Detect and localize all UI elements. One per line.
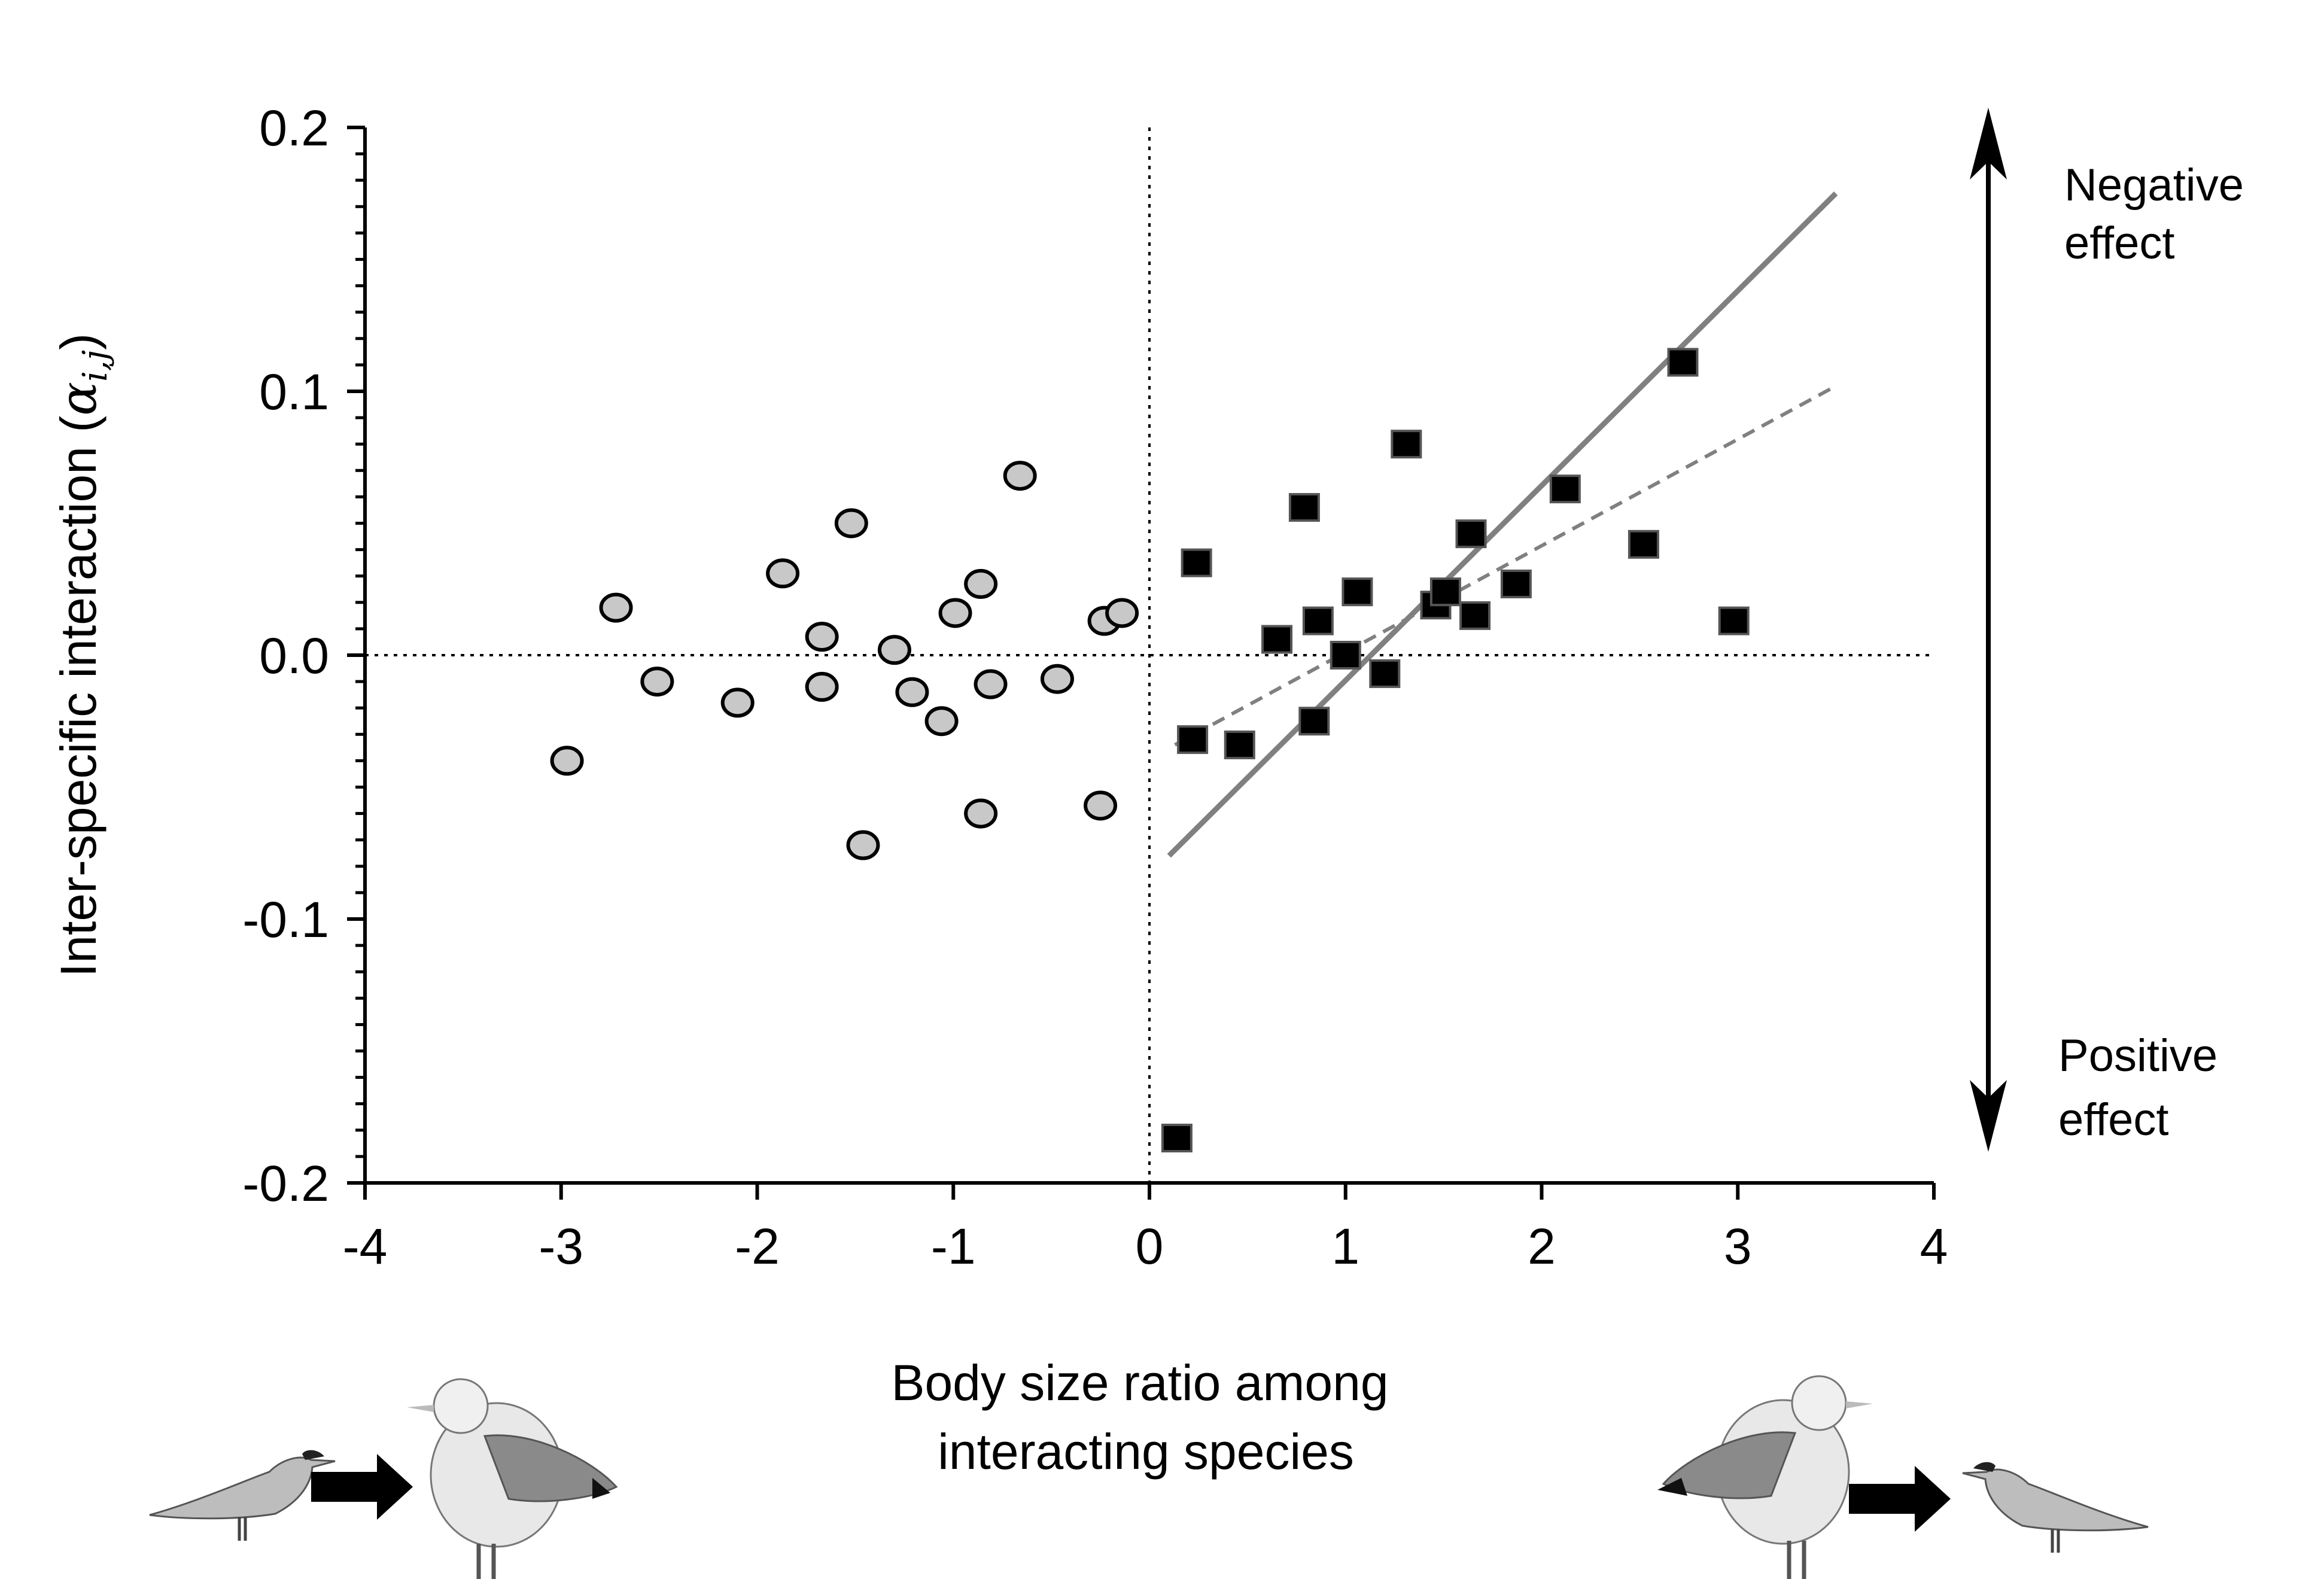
- point-square-18: [1628, 530, 1659, 559]
- point-circle-9: [877, 635, 911, 665]
- y-axis-label-subscript: i,j: [76, 350, 115, 382]
- x-tick-label: -4: [343, 1218, 388, 1274]
- point-circle-16: [1003, 461, 1037, 491]
- arrow-right-icon-2: [1849, 1466, 1951, 1532]
- point-square-20: [1718, 606, 1750, 635]
- y-axis-label-text: Inter-specific interaction: [50, 446, 107, 977]
- point-square-1: [1177, 725, 1209, 754]
- point-square-8: [1330, 641, 1361, 670]
- y-axis-label-symbol: α: [49, 382, 108, 416]
- point-circle-11: [924, 706, 959, 737]
- x-tick-label: 2: [1528, 1218, 1556, 1274]
- point-square-0: [1161, 1124, 1193, 1153]
- arrow-down-icon: [1970, 1080, 2007, 1152]
- x-tick-label: 0: [1136, 1218, 1164, 1274]
- data-points: [550, 348, 1750, 1153]
- large-gull-illustration-left: [407, 1378, 618, 1579]
- x-tick-label: 4: [1920, 1218, 1948, 1274]
- point-square-4: [1261, 625, 1293, 654]
- point-circle-7: [834, 508, 868, 538]
- point-circle-0: [550, 746, 584, 776]
- point-square-13: [1429, 577, 1461, 607]
- small-gull-illustration-left: [149, 1450, 336, 1541]
- point-square-17: [1549, 474, 1581, 504]
- point-circle-6: [805, 671, 839, 702]
- point-square-10: [1369, 659, 1401, 688]
- point-circle-1: [599, 592, 633, 623]
- point-square-7: [1302, 606, 1334, 635]
- point-circle-10: [895, 677, 929, 707]
- reference-lines: [365, 127, 1934, 1183]
- point-square-6: [1298, 707, 1330, 736]
- x-tick-label: -3: [539, 1218, 583, 1274]
- point-square-5: [1288, 493, 1320, 522]
- x-axis-label-line-1: Body size ratio among: [891, 1355, 1388, 1411]
- point-circle-14: [964, 798, 998, 829]
- y-tick-label: 0.2: [259, 100, 329, 156]
- x-tick-label: -2: [735, 1218, 780, 1274]
- x-tick-label: 3: [1724, 1218, 1752, 1274]
- y-tick-label: 0.1: [259, 364, 329, 420]
- point-circle-12: [938, 598, 972, 628]
- point-square-3: [1224, 730, 1255, 759]
- point-circle-8: [846, 830, 880, 860]
- point-circle-13: [964, 568, 998, 599]
- x-tick-label: 1: [1331, 1218, 1359, 1274]
- negative-effect-label-1: Negative: [2064, 160, 2244, 211]
- point-circle-3: [720, 687, 755, 718]
- point-square-16: [1500, 569, 1532, 598]
- y-tick-label: 0.0: [259, 628, 329, 684]
- point-circle-20: [1105, 598, 1139, 628]
- x-axis-label-line-2: interacting species: [938, 1423, 1354, 1480]
- point-circle-18: [1084, 790, 1118, 821]
- point-square-2: [1181, 548, 1212, 577]
- large-gull-illustration-right: [1657, 1375, 1873, 1579]
- point-square-11: [1391, 430, 1422, 459]
- point-square-9: [1342, 577, 1373, 607]
- y-tick-label: -0.2: [242, 1155, 329, 1212]
- point-circle-5: [805, 622, 839, 652]
- point-circle-2: [640, 667, 674, 697]
- point-square-15: [1459, 601, 1491, 630]
- point-circle-15: [974, 669, 1008, 699]
- x-tick-label: -1: [931, 1218, 976, 1274]
- small-gull-illustration-right: [1962, 1462, 2149, 1553]
- point-circle-17: [1040, 664, 1074, 694]
- arrow-right-icon: [311, 1454, 413, 1520]
- y-axis-label: Inter-specific interaction (αi,j): [49, 333, 115, 977]
- ticks: -4 -3 -2 -1 0 1 2 3 4 0.2 0.1 0.0 -0.1 -0.2: [242, 100, 1948, 1274]
- svg-text:Inter-specific interaction: Inter-specific interaction (αi,j): [49, 333, 115, 977]
- arrow-up-icon: [1970, 108, 2007, 179]
- point-square-14: [1455, 519, 1487, 549]
- negative-effect-label-2: effect: [2064, 218, 2175, 269]
- point-square-19: [1667, 348, 1699, 377]
- fit-lines: [1167, 191, 1838, 858]
- fit-line-solid: [1167, 191, 1838, 858]
- positive-effect-label-2: effect: [2058, 1094, 2169, 1145]
- y-tick-label: -0.1: [242, 892, 329, 948]
- point-circle-4: [766, 558, 800, 589]
- fit-line-dashed: [1174, 384, 1837, 747]
- positive-effect-label-1: Positive: [2058, 1030, 2217, 1081]
